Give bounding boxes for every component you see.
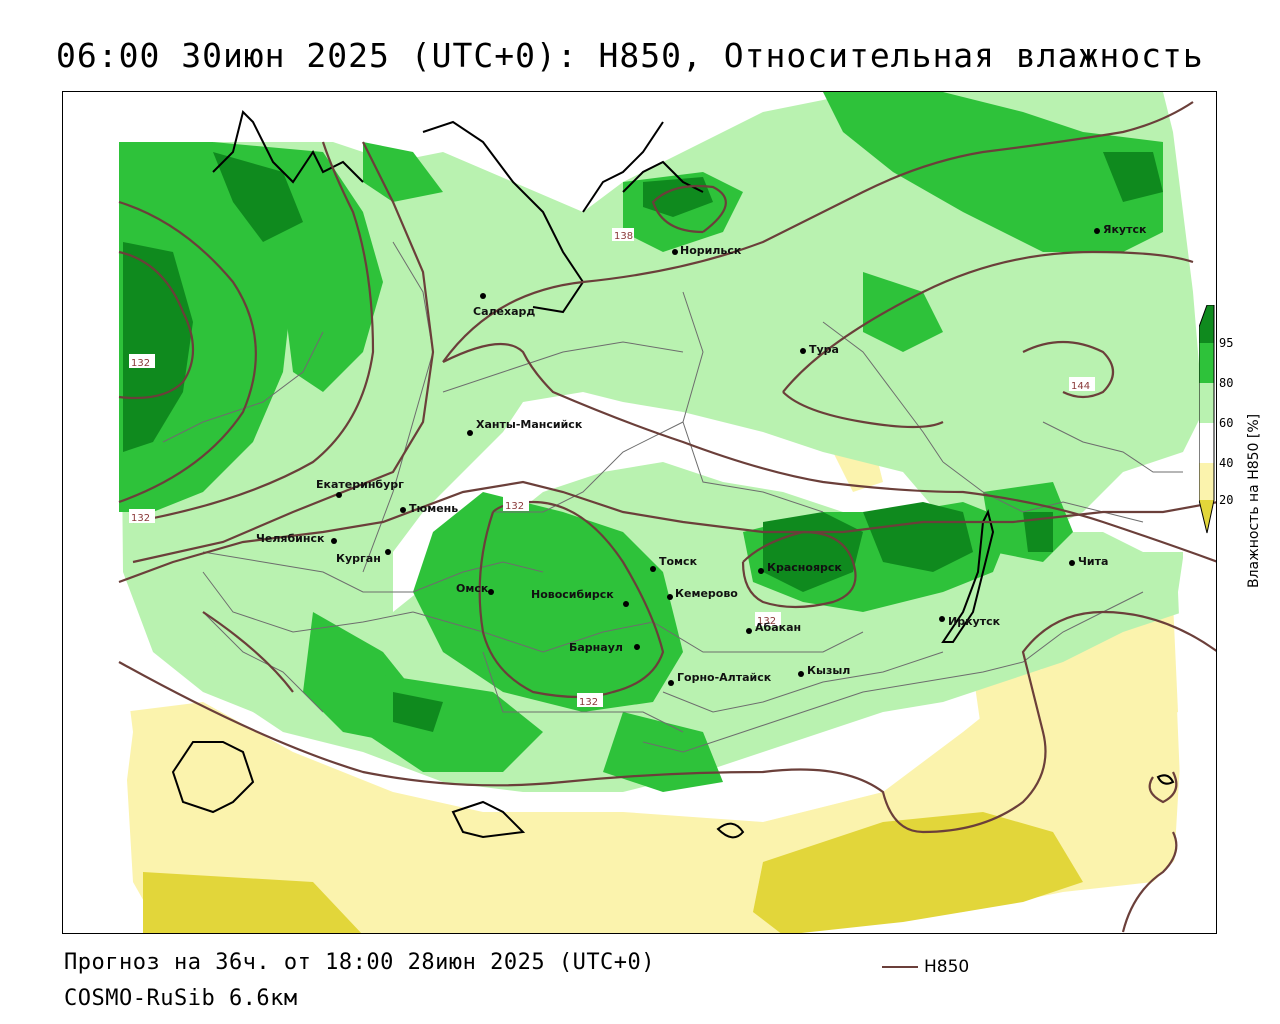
city-irkutsk: Иркутск bbox=[939, 615, 1001, 628]
svg-text:Якутск: Якутск bbox=[1103, 223, 1147, 236]
forecast-info: Прогноз на 36ч. от 18:00 28июн 2025 (UTC… bbox=[64, 950, 656, 975]
svg-text:Новосибирск: Новосибирск bbox=[531, 588, 614, 601]
svg-text:Тура: Тура bbox=[809, 343, 839, 356]
city-kurgan: Курган bbox=[336, 549, 391, 565]
svg-text:Тюмень: Тюмень bbox=[409, 502, 458, 515]
colorbar-segment-20 bbox=[1199, 463, 1214, 500]
svg-text:Екатеринбург: Екатеринбург bbox=[316, 478, 404, 491]
svg-text:Абакан: Абакан bbox=[755, 621, 801, 634]
colorbar-tick: 40 bbox=[1219, 456, 1233, 470]
city-tomsk: Томск bbox=[650, 555, 698, 572]
svg-text:Омск: Омск bbox=[456, 582, 489, 595]
city-tura: Тура bbox=[800, 343, 839, 356]
colorbar-segment-80 bbox=[1199, 343, 1214, 383]
city-norilsk: Норильск bbox=[672, 244, 742, 257]
svg-text:Кызыл: Кызыл bbox=[807, 664, 850, 677]
isoline-label: 132 bbox=[757, 616, 776, 627]
city-novosibirsk: Новосибирск bbox=[531, 588, 629, 607]
cities: Якутск Норильск Салехард Тура Ханты-Манс… bbox=[256, 223, 1147, 686]
city-chita: Чита bbox=[1069, 555, 1108, 568]
isoline-label: 132 bbox=[505, 501, 524, 512]
svg-text:Курган: Курган bbox=[336, 552, 381, 565]
city-khanty-mansiysk: Ханты-Мансийск bbox=[467, 418, 583, 436]
region-boundaries bbox=[162, 241, 1183, 753]
svg-text:Чита: Чита bbox=[1078, 555, 1108, 568]
humidity-colorbar: 95 80 60 40 20 bbox=[1199, 305, 1233, 534]
colorbar-tick: 60 bbox=[1219, 416, 1233, 430]
h850-isolines bbox=[118, 101, 1216, 933]
city-salekhard: Салехард bbox=[473, 293, 535, 318]
city-tyumen: Тюмень bbox=[400, 502, 458, 515]
svg-text:Кемерово: Кемерово bbox=[675, 587, 738, 600]
isoline-legend-swatch bbox=[882, 966, 918, 968]
isoline-label: 132 bbox=[579, 697, 598, 708]
isoline-label: 144 bbox=[1071, 381, 1090, 392]
map-panel: 138 132 132 144 132 132 132 Якутск Норил… bbox=[62, 91, 1217, 934]
svg-text:Красноярск: Красноярск bbox=[767, 561, 842, 574]
map-canvas: 138 132 132 144 132 132 132 Якутск Норил… bbox=[63, 92, 1216, 933]
city-omsk: Омск bbox=[456, 582, 494, 595]
isoline-label: 132 bbox=[131, 358, 150, 369]
city-barnaul: Барнаул bbox=[569, 641, 640, 654]
svg-text:Салехард: Салехард bbox=[473, 305, 535, 318]
city-abakan: Абакан bbox=[746, 621, 801, 634]
svg-text:Норильск: Норильск bbox=[680, 244, 742, 257]
colorbar-tick: 80 bbox=[1219, 376, 1233, 390]
svg-text:Горно-Алтайск: Горно-Алтайск bbox=[677, 671, 772, 684]
svg-text:Томск: Томск bbox=[659, 555, 698, 568]
colorbar-tick: 95 bbox=[1219, 336, 1233, 350]
svg-text:Ханты-Мансийск: Ханты-Мансийск bbox=[476, 418, 583, 431]
city-gorno-altaysk: Горно-Алтайск bbox=[668, 671, 772, 686]
model-name: COSMO-RuSib 6.6км bbox=[64, 986, 298, 1011]
city-yekaterinburg: Екатеринбург bbox=[316, 478, 404, 498]
svg-text:Барнаул: Барнаул bbox=[569, 641, 623, 654]
map-title: 06:00 30июн 2025 (UTC+0): H850, Относите… bbox=[56, 36, 1204, 75]
colorbar-segment-60 bbox=[1199, 383, 1214, 423]
colorbar-tick: 20 bbox=[1219, 493, 1233, 507]
colorbar-segment-95 bbox=[1199, 305, 1214, 327]
city-krasnoyarsk: Красноярск bbox=[758, 561, 842, 574]
svg-text:Иркутск: Иркутск bbox=[948, 615, 1001, 628]
colorbar-segment-40 bbox=[1199, 423, 1214, 463]
isoline-label: 132 bbox=[131, 513, 150, 524]
colorbar-title: Влажность на H850 [%] bbox=[1246, 413, 1262, 588]
city-kyzyl: Кызыл bbox=[798, 664, 850, 677]
city-kemerovo: Кемерово bbox=[667, 587, 738, 600]
city-yakutsk: Якутск bbox=[1094, 223, 1147, 236]
isoline-labels: 138 132 132 144 132 132 132 bbox=[129, 228, 1095, 708]
isoline-legend: H850 bbox=[882, 957, 969, 977]
isoline-label: 138 bbox=[614, 231, 633, 242]
city-chelyabinsk: Челябинск bbox=[256, 532, 337, 545]
svg-text:Челябинск: Челябинск bbox=[256, 532, 325, 545]
isoline-legend-label: H850 bbox=[924, 957, 970, 977]
